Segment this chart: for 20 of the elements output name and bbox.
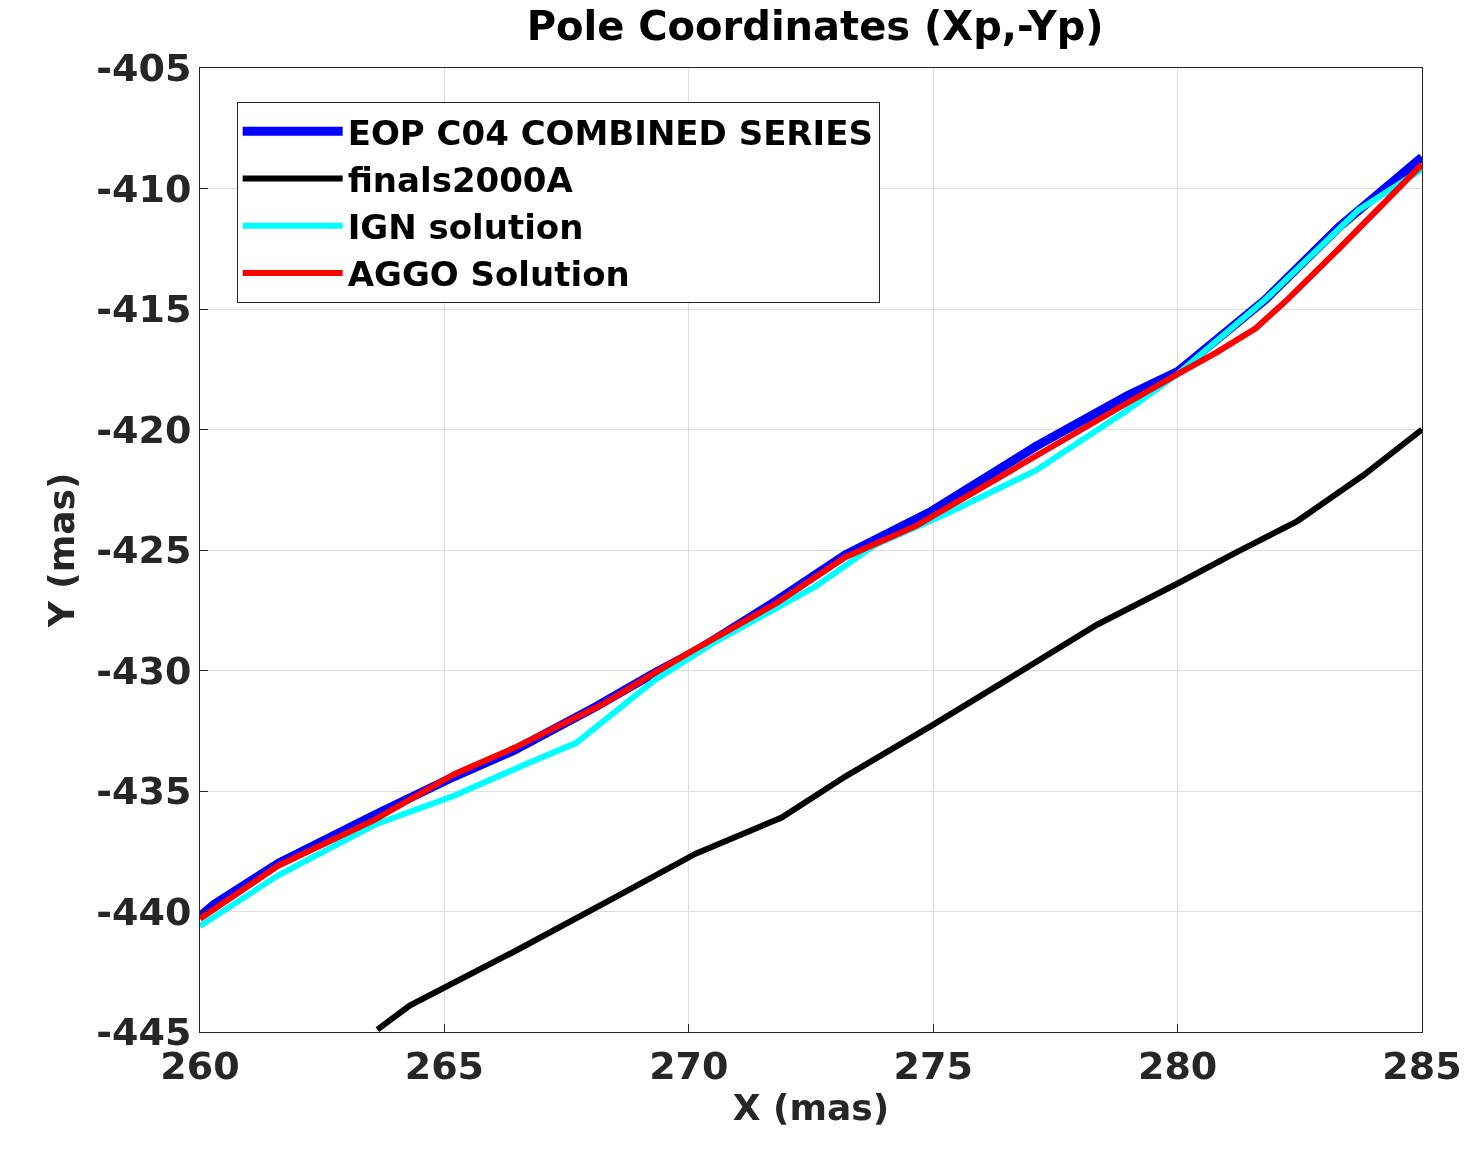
y-tick-label: -435 [96, 769, 192, 814]
legend-label: AGGO Solution [347, 254, 630, 295]
legend-label: EOP C04 COMBINED SERIES [347, 112, 873, 153]
y-axis-title: Y (mas) [41, 472, 83, 629]
x-axis-title: X (mas) [732, 1087, 890, 1129]
legend-label: finals2000A [347, 159, 574, 200]
chart-title: Pole Coordinates (Xp,-Yp) [526, 2, 1104, 49]
y-tick-label: -410 [96, 166, 192, 211]
y-tick-label: -440 [96, 889, 192, 934]
x-tick-label: 265 [404, 1043, 485, 1088]
y-tick-label: -415 [96, 287, 192, 332]
y-tick-label: -430 [96, 648, 192, 693]
y-tick-label: -405 [96, 46, 192, 91]
x-tick-label: 280 [1137, 1043, 1218, 1088]
y-tick-label: -425 [96, 528, 192, 573]
y-tick-label: -420 [96, 407, 192, 452]
legend-label: IGN solution [347, 207, 584, 247]
x-tick-label: 270 [649, 1043, 729, 1088]
x-tick-label: 275 [893, 1043, 973, 1088]
x-tick-label: 285 [1382, 1043, 1462, 1088]
